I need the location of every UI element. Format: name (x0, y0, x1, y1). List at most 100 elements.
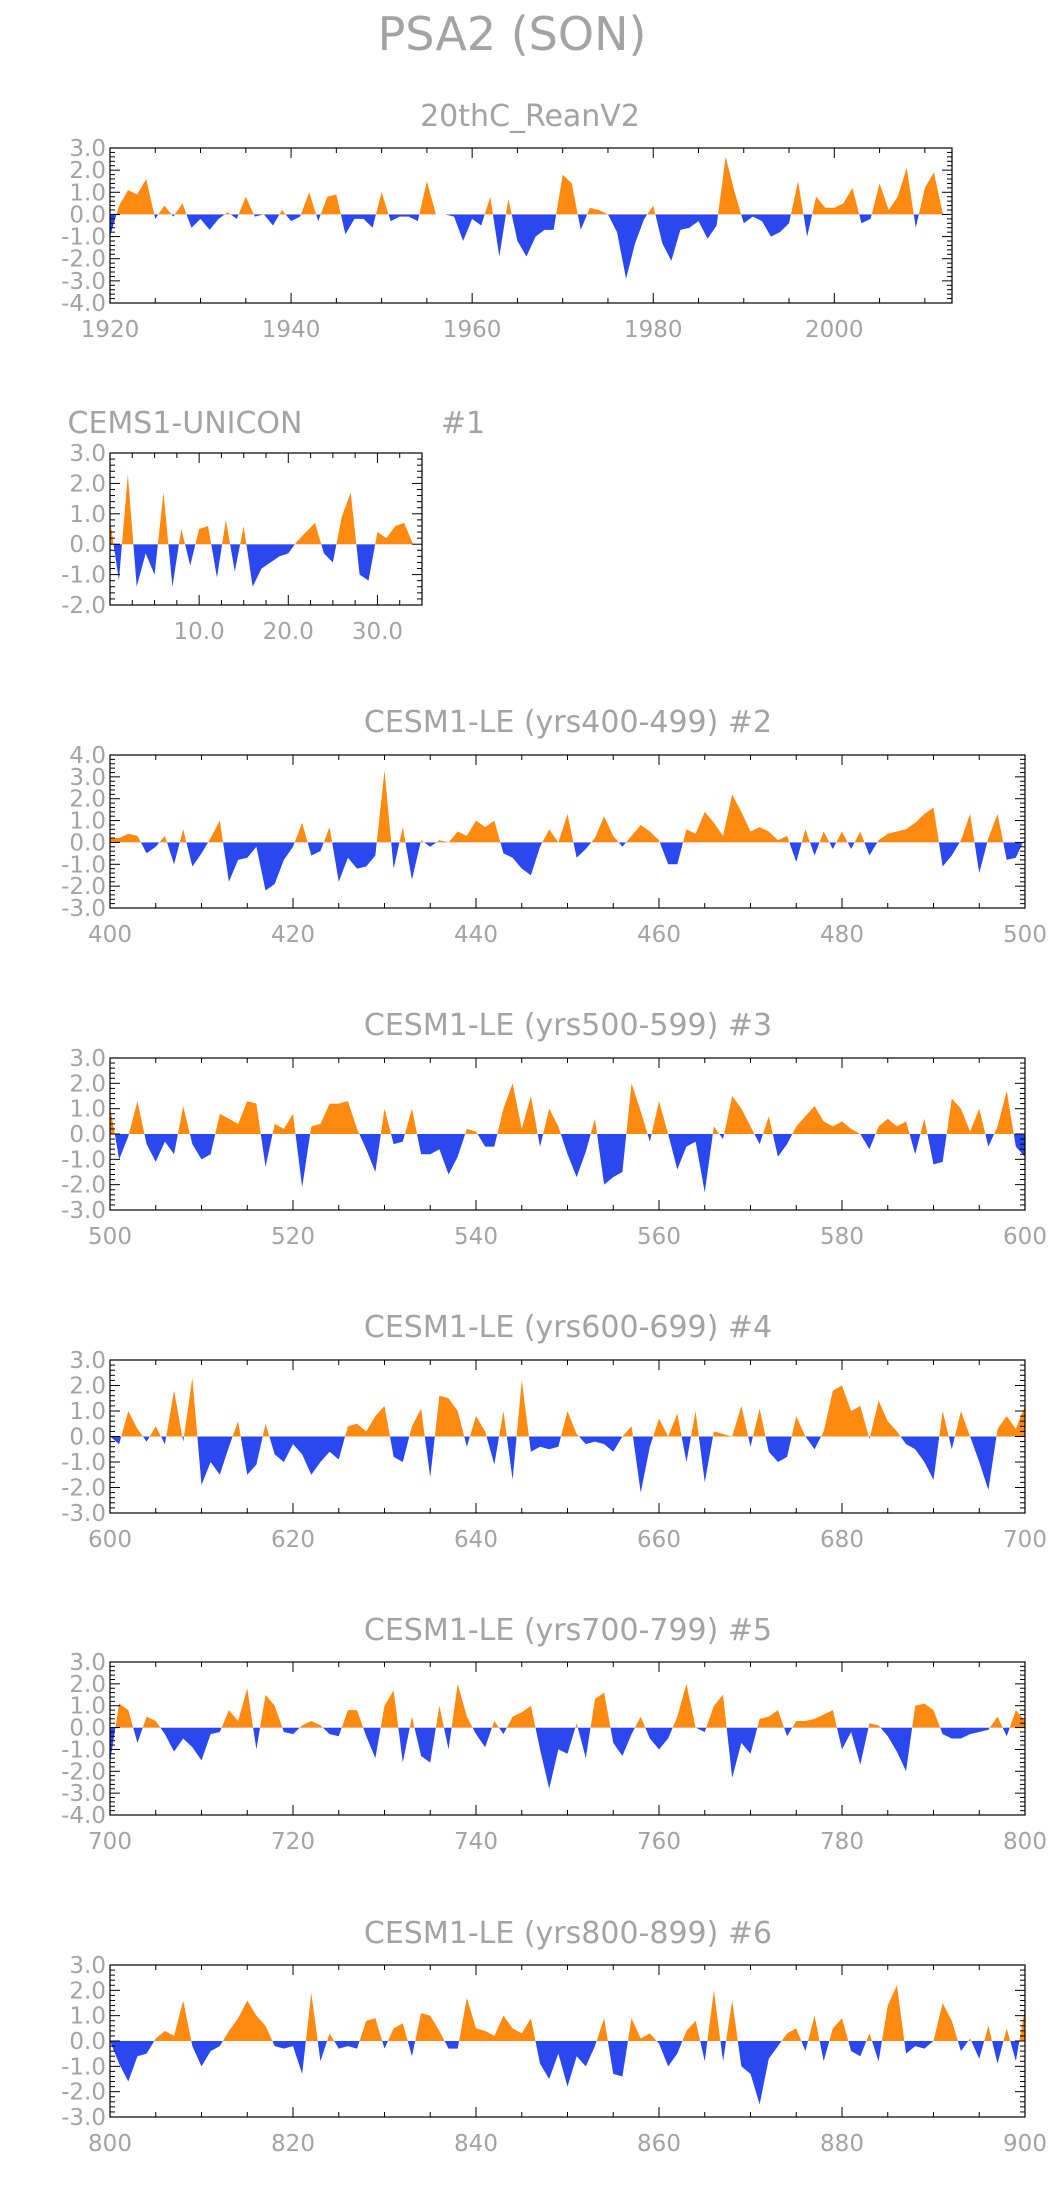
x-tick-label: 740 (454, 1829, 498, 1855)
x-tick-label: 720 (271, 1829, 315, 1855)
y-tick-label: 2.0 (69, 1978, 106, 2004)
x-tick-label: 700 (88, 1829, 132, 1855)
negative-area (110, 2041, 1025, 2105)
negative-area (110, 842, 1025, 891)
y-tick-label: 1.0 (69, 1399, 106, 1425)
y-tick-label: -1.0 (61, 1147, 106, 1173)
x-tick-label: 600 (88, 1527, 132, 1553)
negative-area (110, 1436, 1025, 1493)
negative-area (113, 544, 376, 587)
x-tick-label: 1980 (624, 317, 683, 343)
y-tick-label: -3.0 (61, 1198, 106, 1224)
y-tick-label: 0.0 (69, 1716, 106, 1742)
x-tick-label: 500 (1003, 922, 1047, 948)
chart-title: CESM1-LE (yrs700-799) #5 (364, 1613, 772, 1648)
chart-title: CESM1-LE (yrs400-499) #2 (364, 705, 772, 740)
x-tick-label: 640 (454, 1527, 498, 1553)
positive-area (110, 1377, 1025, 1437)
y-tick-label: 2.0 (69, 158, 106, 184)
y-tick-label: 1.0 (69, 809, 106, 835)
y-tick-label: -3.0 (61, 896, 106, 922)
x-tick-label: 520 (271, 1224, 315, 1250)
y-tick-label: 0.0 (69, 830, 106, 856)
y-tick-label: 3.0 (69, 136, 106, 162)
y-tick-label: 2.0 (69, 1374, 106, 1400)
y-tick-label: 3.0 (69, 1348, 106, 1374)
chart-title: CESM1-LE (yrs600-699) #4 (364, 1310, 772, 1345)
plot-frame (109, 452, 423, 606)
x-tick-label: 840 (454, 2131, 498, 2157)
positive-area (116, 156, 943, 215)
y-tick-label: -2.0 (61, 2080, 106, 2106)
x-tick-label: 900 (1003, 2131, 1047, 2157)
negative-area (110, 1134, 1025, 1193)
y-tick-label: -2.0 (61, 593, 106, 619)
chart-title: CESM1-LE (yrs800-899) #6 (364, 1916, 772, 1951)
y-tick-label: 2.0 (69, 787, 106, 813)
y-tick-label: 3.0 (69, 1650, 106, 1676)
x-tick-label: 820 (271, 2131, 315, 2157)
figure-title: PSA2 (SON) (378, 7, 647, 61)
y-tick-label: 0.0 (69, 1122, 106, 1148)
y-tick-label: -1.0 (61, 852, 106, 878)
y-tick-label: 1.0 (69, 180, 106, 206)
y-tick-label: -4.0 (61, 291, 106, 317)
positive-area (110, 1083, 1025, 1134)
chart-title: 20thC_ReanV2 (420, 99, 640, 134)
x-tick-label: 880 (820, 2131, 864, 2157)
x-tick-label: 440 (454, 922, 498, 948)
x-tick-label: 760 (637, 1829, 681, 1855)
y-tick-label: 0.0 (69, 202, 106, 228)
x-tick-label: 780 (820, 1829, 864, 1855)
y-tick-label: -1.0 (61, 1450, 106, 1476)
x-tick-label: 660 (637, 1527, 681, 1553)
y-tick-label: -2.0 (61, 1173, 106, 1199)
y-tick-label: -3.0 (61, 2105, 106, 2131)
positive-area (110, 474, 414, 545)
y-tick-label: -2.0 (61, 247, 106, 273)
y-tick-label: -3.0 (61, 1501, 106, 1527)
y-tick-label: 1.0 (69, 1097, 106, 1123)
y-tick-label: 2.0 (69, 1672, 106, 1698)
y-tick-label: 1.0 (69, 1694, 106, 1720)
chart-title: CESM1-LE (yrs500-599) #3 (364, 1008, 772, 1043)
x-tick-label: 460 (637, 922, 681, 948)
x-tick-label: 20.0 (263, 619, 314, 645)
y-tick-label: 3.0 (69, 1046, 106, 1072)
y-tick-label: 1.0 (69, 502, 106, 528)
negative-area (110, 214, 943, 279)
x-tick-label: 600 (1003, 1224, 1047, 1250)
x-tick-label: 400 (88, 922, 132, 948)
plot-frame (109, 147, 953, 304)
positive-area (110, 1683, 1025, 1728)
y-tick-label: 3.0 (69, 1953, 106, 1979)
chart-panel-5: CESM1-LE (yrs600-699) #4 -3.0-2.0-1.00.01… (61, 1310, 1047, 1553)
x-tick-label: 680 (820, 1527, 864, 1553)
x-tick-label: 560 (637, 1224, 681, 1250)
x-tick-label: 1920 (81, 317, 140, 343)
y-tick-label: 3.0 (69, 441, 106, 467)
x-tick-label: 580 (820, 1224, 864, 1250)
x-tick-label: 800 (88, 2131, 132, 2157)
x-tick-label: 540 (454, 1224, 498, 1250)
x-tick-label: 30.0 (352, 619, 403, 645)
y-tick-label: 1.0 (69, 2004, 106, 2030)
y-tick-label: -1.0 (61, 563, 106, 589)
y-tick-label: 0.0 (69, 2029, 106, 2055)
x-tick-label: 1960 (443, 317, 502, 343)
y-tick-label: -3.0 (61, 269, 106, 295)
y-tick-label: -3.0 (61, 1781, 106, 1807)
y-tick-label: 0.0 (69, 1425, 106, 1451)
y-tick-label: -4.0 (61, 1803, 106, 1829)
chart-panel-4: CESM1-LE (yrs500-599) #3 -3.0-2.0-1.00.01… (61, 1008, 1047, 1250)
y-tick-label: 2.0 (69, 471, 106, 497)
y-tick-label: -1.0 (61, 2054, 106, 2080)
chart-title: CEMS1-UNICON (68, 406, 303, 441)
x-tick-label: 480 (820, 922, 864, 948)
x-tick-label: 2000 (805, 317, 864, 343)
positive-area (110, 770, 1025, 843)
x-tick-label: 420 (271, 922, 315, 948)
x-tick-label: 1940 (262, 317, 321, 343)
chart-panel-2: CEMS1-UNICON #1 -2.0 -1.0 0.0 1.0 2.0 3.0 10.0 20… (61, 406, 485, 645)
